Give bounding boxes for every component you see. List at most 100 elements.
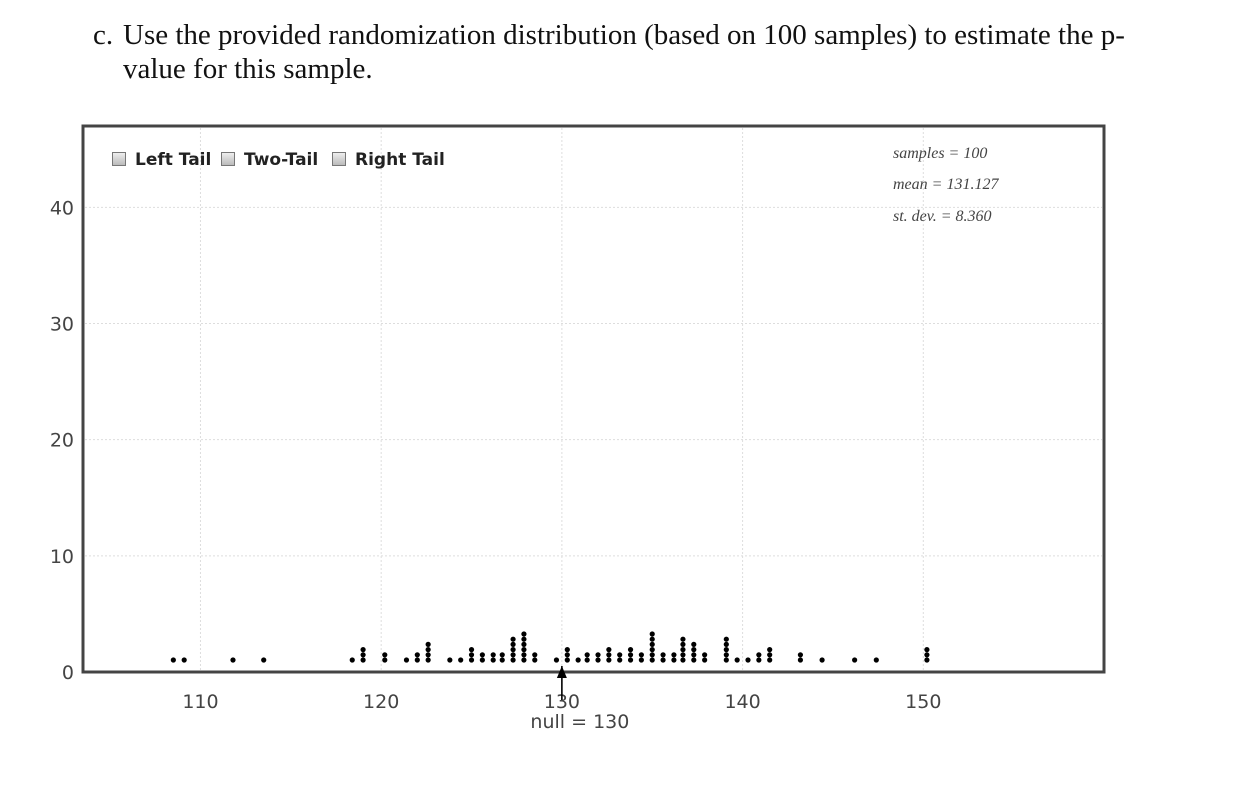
data-dot (767, 657, 773, 663)
data-dot (575, 657, 581, 663)
data-dot (680, 657, 686, 663)
data-dot (617, 652, 623, 658)
data-dot (499, 652, 505, 658)
right-tail-label: Right Tail (355, 150, 445, 170)
stats-samples: samples = 100 (893, 145, 988, 162)
data-dot (360, 652, 366, 658)
data-dot (797, 657, 804, 663)
data-dot (649, 647, 655, 653)
data-dot (468, 647, 475, 653)
data-dot (425, 652, 431, 658)
data-dot (734, 657, 740, 663)
data-dot (638, 657, 644, 663)
data-dot (745, 657, 751, 663)
data-dot (671, 657, 677, 663)
left-tail-checkbox[interactable]: Left Tail (112, 150, 211, 170)
data-dot (649, 657, 655, 663)
chart-svg: 0 10 20 30 40 110 120 130 140 150 null = 130 (50, 124, 1106, 733)
data-dot (723, 647, 729, 653)
data-dot (691, 641, 697, 648)
data-dot (360, 657, 366, 663)
data-dot (468, 652, 475, 658)
right-tail-checkbox-box[interactable] (332, 152, 346, 166)
data-dot (680, 641, 686, 648)
data-dot (649, 652, 655, 658)
question-label: c. (93, 19, 114, 51)
data-dot (680, 636, 686, 642)
data-dot (521, 657, 527, 663)
data-dot (595, 652, 601, 658)
data-dot (723, 657, 729, 663)
y-tick-label: 10 (50, 546, 74, 568)
plot-frame (81, 124, 1106, 674)
data-dot (797, 652, 804, 658)
data-dot (382, 652, 388, 658)
data-dot (479, 657, 485, 663)
data-dot (510, 636, 516, 642)
data-dot (924, 652, 930, 658)
data-dot (627, 647, 634, 653)
x-tick-label: 120 (363, 691, 399, 713)
data-dot (499, 657, 505, 663)
question-text: Use the provided randomization distribut… (123, 19, 1125, 85)
data-dot (660, 652, 666, 658)
right-tail-checkbox[interactable]: Right Tail (332, 150, 445, 170)
data-dot (680, 652, 686, 658)
data-dot (595, 657, 601, 663)
data-dot (349, 657, 355, 663)
data-dot (680, 647, 686, 653)
data-dot (510, 641, 516, 648)
data-dot (606, 657, 612, 663)
data-dot (638, 652, 644, 658)
data-dot (532, 652, 538, 658)
data-dot (767, 647, 773, 653)
data-dot (627, 652, 634, 658)
data-dot (490, 652, 496, 658)
data-dot (756, 652, 762, 658)
y-tick-label: 40 (50, 197, 74, 219)
y-tick-label: 30 (50, 313, 74, 335)
data-dot (510, 647, 516, 653)
data-dot (691, 652, 697, 658)
data-dot (521, 652, 527, 658)
data-dot (468, 657, 475, 663)
data-dot (170, 657, 176, 663)
data-dot (617, 657, 623, 663)
left-tail-label: Left Tail (135, 150, 212, 170)
data-dot (521, 641, 527, 648)
data-dot (490, 657, 496, 663)
x-tick-label: 140 (724, 691, 760, 713)
data-dot (403, 657, 410, 663)
data-dot (723, 641, 729, 648)
data-dot (691, 647, 697, 653)
data-dot (924, 657, 930, 663)
data-dot (425, 641, 431, 648)
data-dot (756, 657, 762, 663)
data-dot (702, 657, 708, 663)
data-dot (606, 652, 612, 658)
data-dot (414, 652, 420, 658)
data-dot (691, 657, 697, 663)
left-tail-checkbox-box[interactable] (112, 152, 126, 166)
data-dot (425, 657, 431, 663)
data-dot (660, 657, 666, 663)
data-dot (521, 631, 527, 637)
data-dot (261, 657, 267, 663)
two-tail-checkbox-box[interactable] (221, 152, 235, 166)
data-dot (360, 647, 366, 653)
x-tick-label: 150 (905, 691, 941, 713)
data-dot (230, 657, 236, 663)
two-tail-checkbox[interactable]: Two-Tail (221, 150, 318, 170)
data-dot (627, 657, 634, 663)
data-dot (723, 636, 729, 642)
data-dot (649, 631, 655, 637)
data-dot (924, 647, 930, 653)
data-dot (414, 657, 420, 663)
x-tick-label: 130 (544, 691, 580, 713)
data-dot (510, 657, 516, 663)
data-dot (767, 652, 773, 658)
data-dot (532, 657, 538, 663)
data-dot (649, 636, 655, 642)
two-tail-label: Two-Tail (244, 150, 319, 170)
data-dot (852, 657, 858, 663)
